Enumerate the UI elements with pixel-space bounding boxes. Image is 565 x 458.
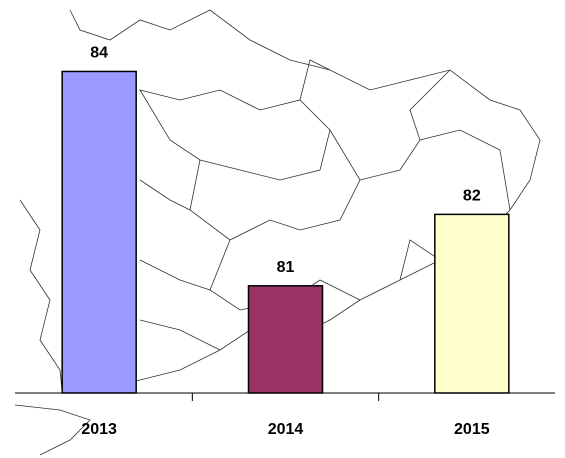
x-tick-label: 2015 — [454, 421, 490, 438]
value-label: 82 — [463, 188, 481, 205]
x-tick-label: 2013 — [81, 421, 117, 438]
x-tick-label: 2014 — [268, 421, 304, 438]
value-label: 81 — [277, 259, 295, 276]
value-label: 84 — [90, 45, 108, 62]
bar — [434, 213, 510, 394]
bar — [61, 70, 137, 394]
bar — [247, 285, 324, 394]
